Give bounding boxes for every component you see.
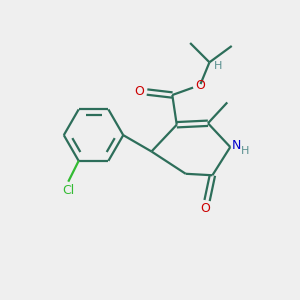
Text: O: O: [134, 85, 144, 98]
Text: H: H: [214, 61, 223, 71]
Text: H: H: [241, 146, 249, 157]
Text: N: N: [232, 139, 242, 152]
Text: Cl: Cl: [62, 184, 74, 196]
Text: O: O: [201, 202, 211, 215]
Text: O: O: [196, 79, 206, 92]
